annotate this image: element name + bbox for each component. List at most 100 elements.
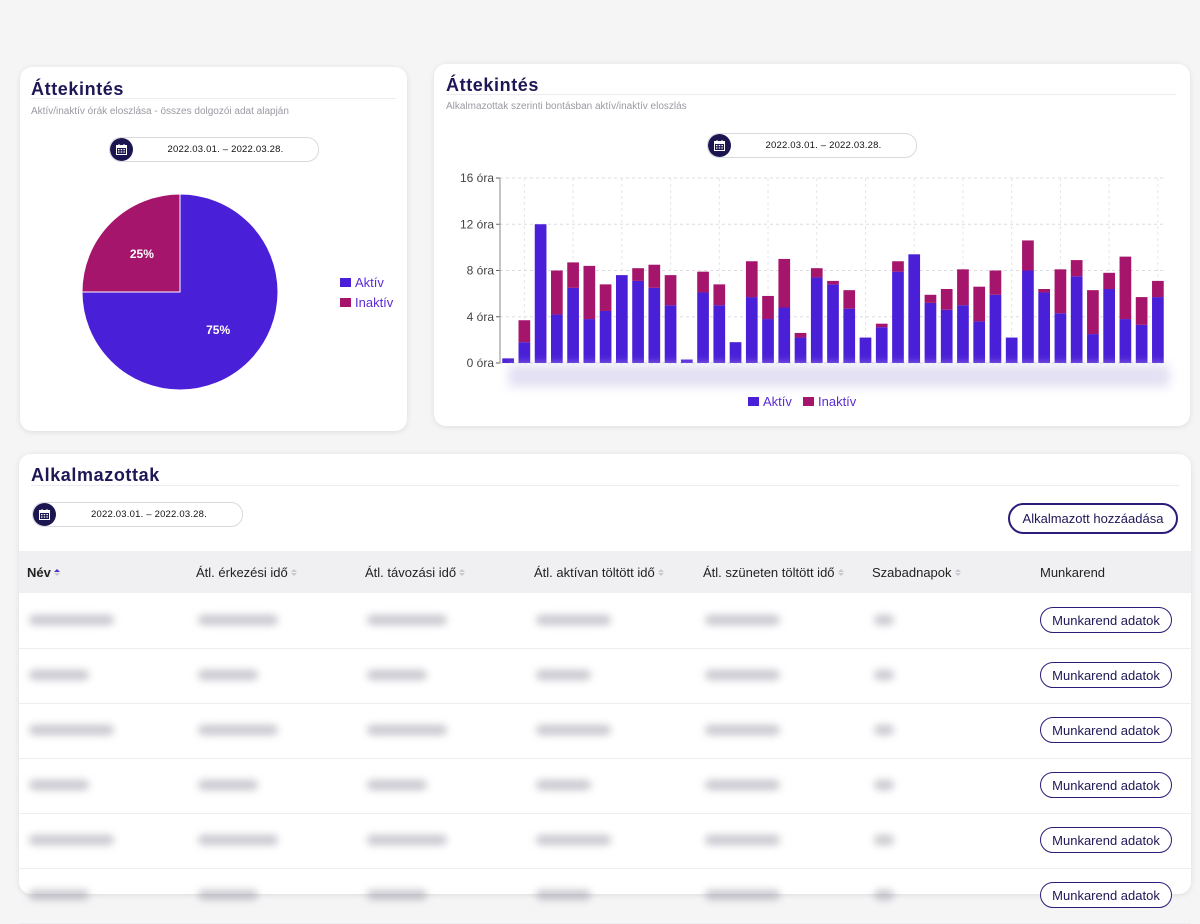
schedule-details-button[interactable]: Munkarend adatok [1040,882,1172,908]
bar-inaktív[interactable] [1087,290,1099,335]
bar-aktív[interactable] [567,287,579,363]
bar-inaktív[interactable] [924,294,937,303]
bar-inaktív[interactable] [1022,240,1034,271]
bar-aktív[interactable] [534,224,547,363]
bar-inaktív[interactable] [599,284,612,311]
bar-aktív[interactable] [1119,319,1132,363]
column-header-departure[interactable]: Átl. távozási idő [365,565,466,580]
bar-aktív[interactable] [924,302,937,363]
bar-inaktív[interactable] [762,295,774,320]
pie-slice-inaktív[interactable] [81,193,181,293]
table-row[interactable] [19,648,1191,703]
column-header-break-time[interactable]: Átl. szüneten töltött idő [703,565,844,580]
bar-aktív[interactable] [778,307,791,364]
redacted-cell [705,615,780,625]
bar-aktív[interactable] [583,319,596,363]
bar-inaktív[interactable] [583,265,596,320]
add-employee-button[interactable]: Alkalmazott hozzáadása [1008,503,1178,534]
bar-aktív[interactable] [1022,270,1034,364]
bar-inaktív[interactable] [1103,272,1115,289]
bar-inaktív[interactable] [875,323,888,328]
bar-inaktív[interactable] [648,264,661,288]
bar-inaktív[interactable] [1152,280,1164,298]
legend-item-inaktiv[interactable]: Inaktív [803,394,856,409]
table-row[interactable] [19,868,1191,923]
bar-aktív[interactable] [762,319,774,363]
bar-inaktív[interactable] [664,275,677,306]
bar-inaktív[interactable] [892,261,904,272]
bar-aktív[interactable] [664,305,677,363]
bar-aktív[interactable] [794,337,807,363]
employees-date-range-picker[interactable]: 2022.03.01. – 2022.03.28. [32,502,243,527]
bar-aktív[interactable] [1038,292,1051,363]
bar-aktív[interactable] [1152,297,1164,363]
bar-inaktív[interactable] [843,290,856,309]
column-header-name[interactable]: Név [27,565,60,580]
bar-aktív[interactable] [989,294,1002,363]
schedule-details-button[interactable]: Munkarend adatok [1040,772,1172,798]
bar-aktív[interactable] [680,359,693,363]
bar-inaktív[interactable] [940,289,953,310]
bar-inaktív[interactable] [1135,297,1148,325]
pie-slice-aktív[interactable] [81,193,279,391]
bar-inaktív[interactable] [745,261,758,298]
bar-aktív[interactable] [892,271,904,363]
bar-aktív[interactable] [810,277,823,363]
schedule-details-button[interactable]: Munkarend adatok [1040,827,1172,853]
bar-aktív[interactable] [908,254,921,363]
bar-inaktív[interactable] [518,320,531,343]
bar-inaktív[interactable] [697,271,709,293]
bar-inaktív[interactable] [1070,260,1083,277]
bar-aktív[interactable] [745,297,758,363]
bar-date-range-picker[interactable]: 2022.03.01. – 2022.03.28. [707,133,917,158]
schedule-details-button[interactable]: Munkarend adatok [1040,607,1172,633]
legend-item-aktiv[interactable]: Aktív [748,394,792,409]
bar-aktív[interactable] [859,337,872,363]
schedule-details-button[interactable]: Munkarend adatok [1040,717,1172,743]
bar-aktív[interactable] [875,327,888,363]
bar-inaktív[interactable] [1038,289,1051,293]
legend-item-aktiv[interactable]: Aktív [340,275,384,290]
bar-inaktív[interactable] [957,269,969,306]
bar-aktív[interactable] [697,292,709,363]
bar-aktív[interactable] [940,309,953,363]
bar-aktív[interactable] [648,287,661,363]
bar-aktív[interactable] [502,358,514,363]
bar-aktív[interactable] [1087,334,1099,363]
bar-aktív[interactable] [957,305,969,363]
bar-aktív[interactable] [518,342,531,363]
bar-aktív[interactable] [551,314,563,363]
bar-aktív[interactable] [1070,276,1083,363]
bar-aktív[interactable] [1005,337,1018,363]
column-header-days-off[interactable]: Szabadnapok [872,565,961,580]
bar-aktív[interactable] [843,308,856,363]
bar-aktív[interactable] [827,284,839,363]
column-header-arrival[interactable]: Átl. érkezési idő [196,565,297,580]
bar-inaktív[interactable] [810,268,823,278]
table-row[interactable] [19,758,1191,813]
bar-aktív[interactable] [713,305,726,363]
bar-aktív[interactable] [599,310,612,363]
column-header-active-time[interactable]: Átl. aktívan töltött idő [534,565,664,580]
bar-inaktív[interactable] [827,280,839,285]
bar-inaktív[interactable] [1054,269,1067,314]
bar-inaktív[interactable] [567,262,579,288]
legend-item-inaktiv[interactable]: Inaktív [340,295,393,310]
bar-aktív[interactable] [615,275,628,363]
bar-aktív[interactable] [632,280,644,363]
schedule-details-button[interactable]: Munkarend adatok [1040,662,1172,688]
bar-aktív[interactable] [1054,313,1067,363]
bar-inaktív[interactable] [713,284,726,306]
bar-inaktív[interactable] [973,286,986,322]
bar-aktív[interactable] [729,342,742,363]
bar-aktív[interactable] [1103,289,1115,363]
bar-inaktív[interactable] [1119,256,1132,320]
pie-date-range-picker[interactable]: 2022.03.01. – 2022.03.28. [109,137,319,162]
bar-inaktív[interactable] [794,332,807,338]
bar-aktív[interactable] [1135,324,1148,363]
bar-inaktív[interactable] [551,270,563,315]
bar-inaktív[interactable] [989,270,1002,295]
bar-aktív[interactable] [973,321,986,363]
bar-inaktív[interactable] [778,258,791,308]
bar-inaktív[interactable] [632,268,644,281]
